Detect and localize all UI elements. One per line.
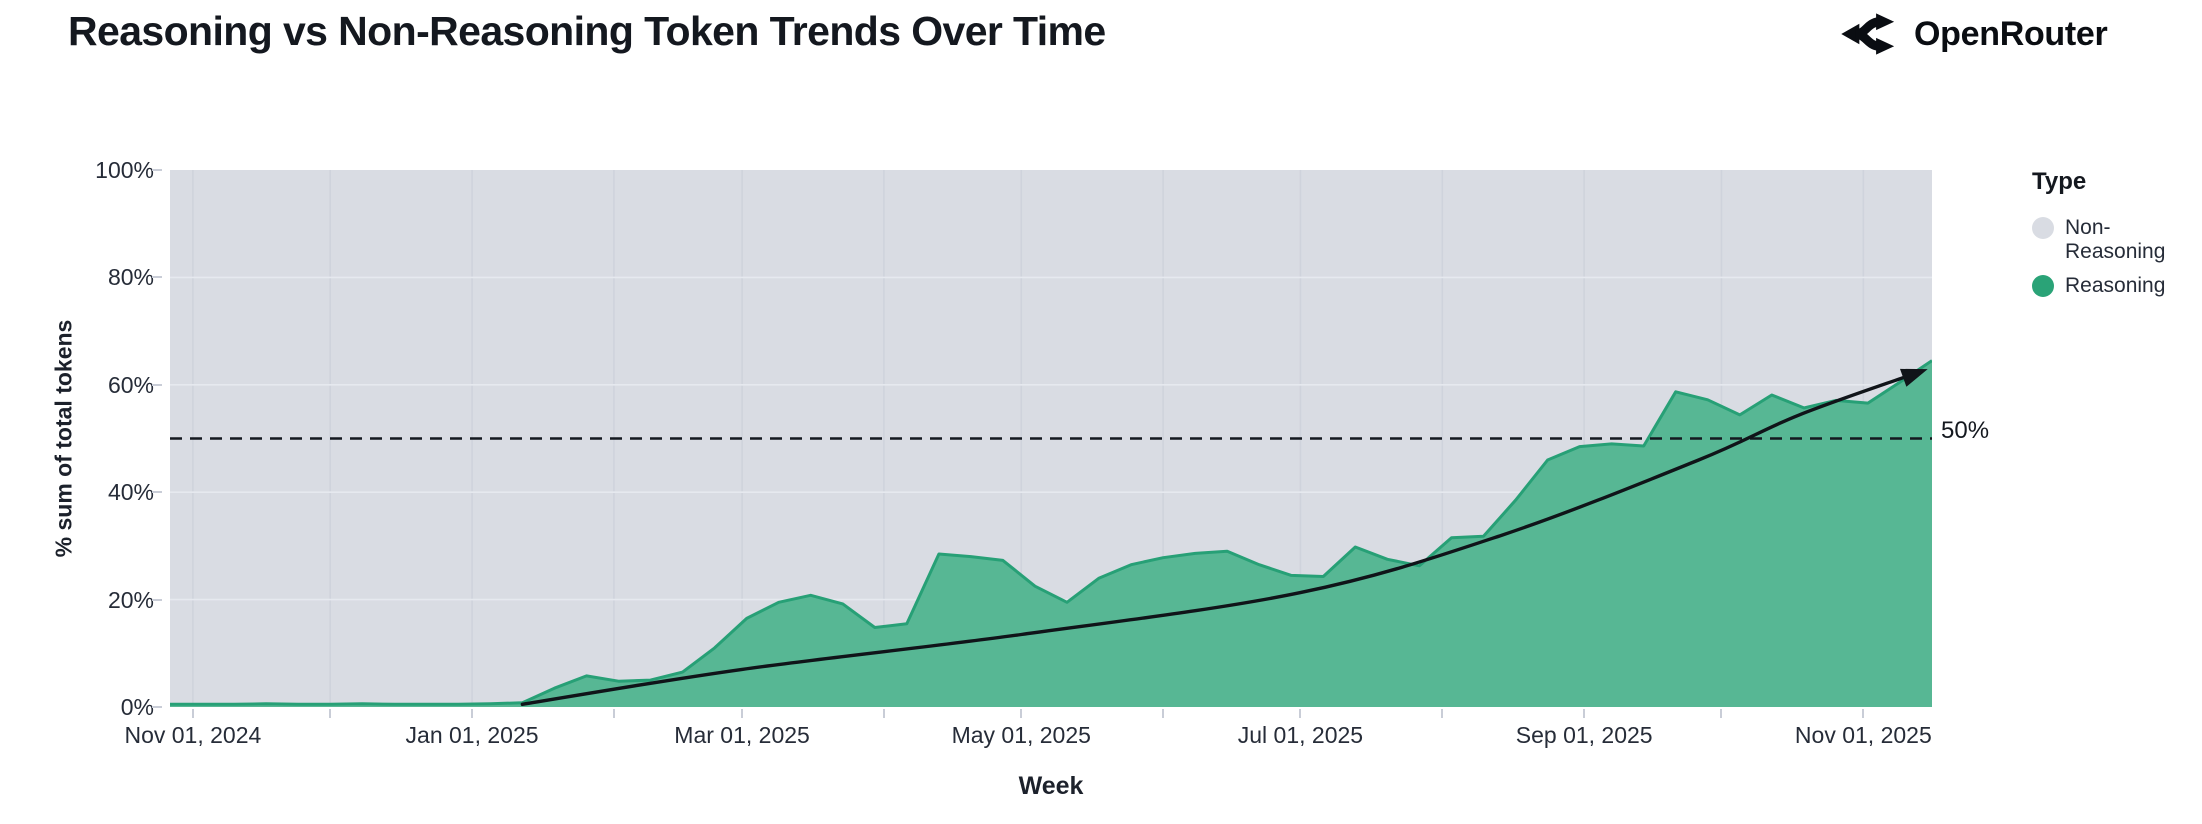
trend-arrow-line — [520, 370, 1920, 706]
x-tick-mark — [1299, 709, 1302, 718]
legend-items: Non-Reasoning Reasoning — [2032, 216, 2200, 298]
y-tick-label: 0% — [120, 694, 154, 720]
fifty-percent-label: 50% — [1941, 417, 1990, 444]
brand: OpenRouter — [1840, 8, 2108, 60]
reasoning-area — [170, 360, 1932, 707]
y-tick-mark — [152, 169, 162, 171]
x-tick-mark — [329, 709, 332, 718]
x-tick-mark — [471, 709, 474, 718]
brand-label: OpenRouter — [1914, 14, 2108, 53]
x-tick-label: Nov 01, 2025 — [1794, 722, 1932, 748]
reasoning-area-outline — [170, 359, 1933, 706]
y-tick-label: 60% — [107, 371, 154, 398]
legend-title: Type — [2032, 168, 2087, 195]
page-title: Reasoning vs Non-Reasoning Token Trends … — [68, 8, 1106, 54]
openrouter-logo-icon — [1840, 8, 1898, 60]
y-tick-label: 20% — [107, 586, 154, 613]
y-axis: 0% 20% 40% 60% 80% 100% — [0, 157, 168, 720]
x-tick-label: Mar 01, 2025 — [674, 722, 810, 748]
y-tick-mark — [152, 383, 162, 386]
legend-swatch — [2032, 217, 2054, 239]
x-tick-mark — [741, 709, 744, 718]
x-axis: Nov 01, 2024 Jan 01, 2025 Mar 01, 2025 May … — [124, 707, 1932, 797]
legend-label: Reasoning — [2065, 273, 2166, 297]
y-tick-label: 80% — [107, 264, 154, 291]
x-tick-mark — [612, 709, 615, 718]
legend: Type Non-Reasoning Reasoning — [2032, 168, 2200, 308]
x-tick-mark — [882, 709, 885, 718]
x-tick-mark — [1020, 709, 1023, 718]
legend-item[interactable]: Reasoning — [2032, 274, 2200, 298]
x-tick-label: Jan 01, 2025 — [405, 722, 539, 748]
x-tick-mark — [191, 709, 194, 718]
x-tick-mark — [1862, 709, 1865, 718]
plot-svg — [170, 170, 1933, 707]
x-tick-mark — [1720, 709, 1723, 718]
x-tick-label: Nov 01, 2024 — [124, 722, 262, 748]
x-tick-mark — [1441, 709, 1444, 718]
y-tick-label: 40% — [107, 479, 154, 506]
x-tick-label: May 01, 2025 — [951, 722, 1091, 748]
plot-panel[interactable] — [170, 170, 1933, 707]
x-tick-label: Sep 01, 2025 — [1515, 722, 1653, 748]
x-axis-title: Week — [1018, 772, 1084, 800]
legend-swatch — [2032, 274, 2054, 297]
legend-label: Non-Reasoning — [2065, 216, 2166, 263]
y-tick-label: 100% — [95, 157, 154, 183]
legend-item[interactable]: Non-Reasoning — [2032, 216, 2200, 264]
x-tick-mark — [1583, 709, 1586, 718]
y-tick-mark — [152, 276, 162, 279]
x-tick-label: Jul 01, 2025 — [1237, 722, 1364, 748]
trend-arrowhead — [1900, 368, 1928, 387]
y-tick-mark — [152, 706, 162, 708]
y-tick-mark — [152, 491, 162, 494]
x-tick-mark — [1162, 709, 1165, 718]
y-tick-mark — [152, 598, 162, 601]
